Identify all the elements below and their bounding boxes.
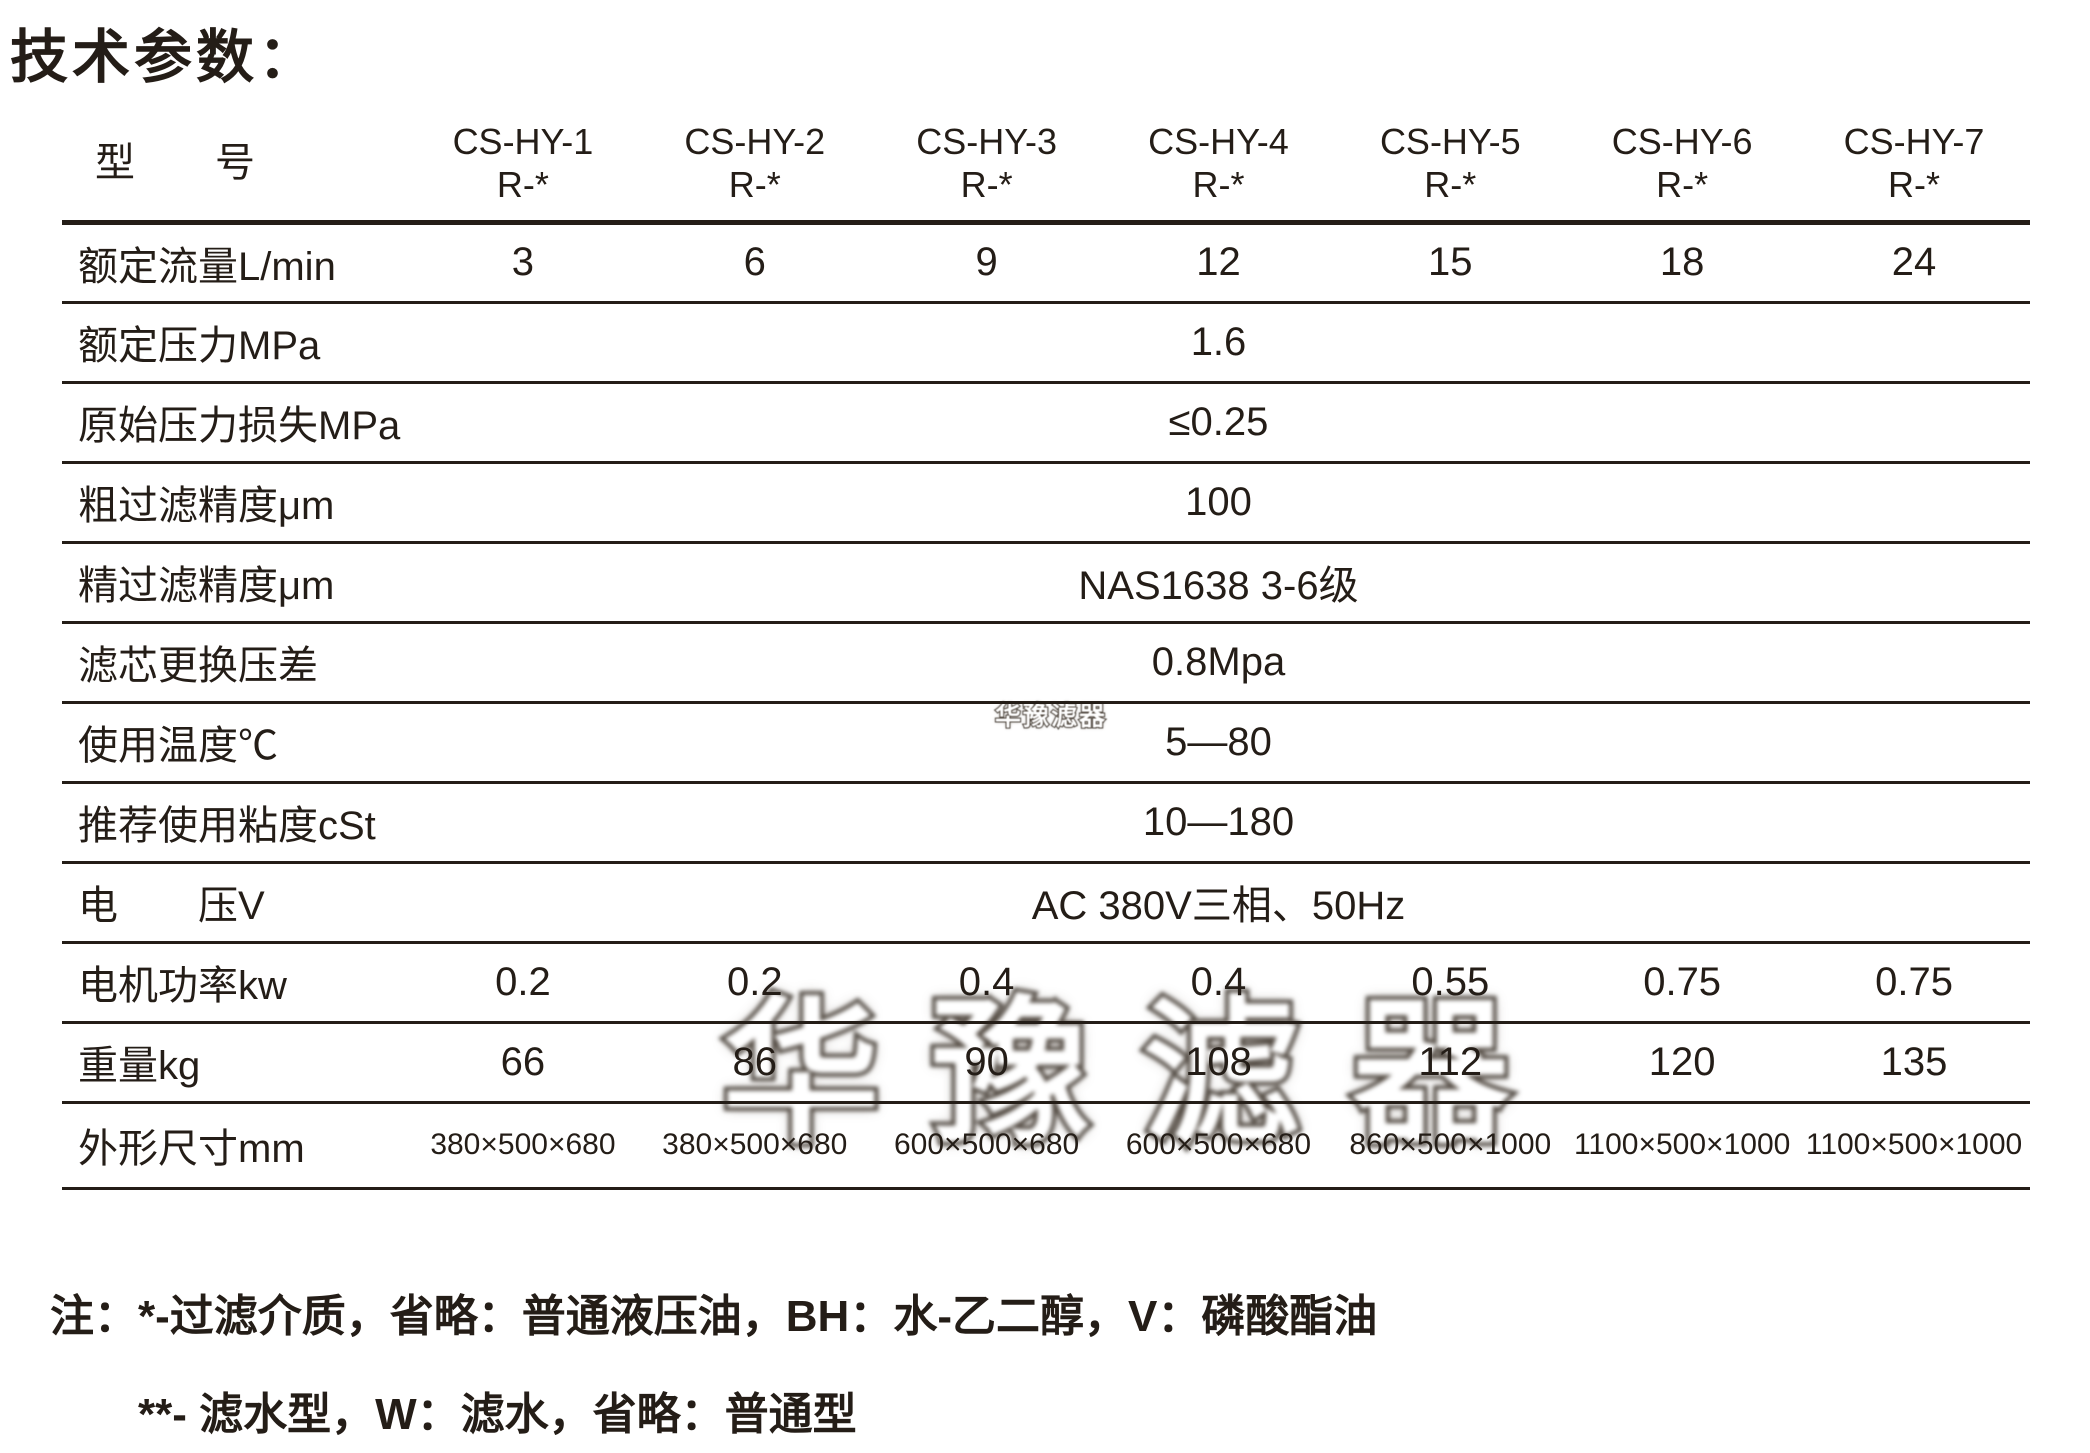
table-body: 额定流量L/min 3 6 9 12 15 18 24 额定压力MPa 1.6 原始压力损失MPa ≤… (62, 222, 2030, 1188)
model-name: CS-HY-3 (916, 120, 1057, 162)
cell-r10-c7: 0.75 (1875, 959, 1953, 1004)
cell-r10-c4: 0.4 (1190, 959, 1247, 1004)
row-label: 额定流量L/min (78, 244, 336, 289)
model-name: CS-HY-4 (1148, 120, 1289, 162)
model-suffix: R-* (1424, 163, 1477, 205)
cell-r1-c1: 3 (511, 240, 535, 284)
table-header-row: 型 号 CS-HY-1 R-* CS-HY-2 R-* CS-HY-3 R-* CS-HY-… (62, 112, 2030, 222)
column-header-model: 型 号 (95, 140, 255, 185)
cell-r11-c5: 112 (1418, 1039, 1483, 1084)
cell-r10-c6: 0.75 (1643, 959, 1722, 1004)
row-label: 电 压V (78, 884, 265, 928)
cell-r10-c3: 0.4 (958, 959, 1015, 1004)
table-row-2: 额定压力MPa 1.6 (62, 302, 2030, 382)
cell-r1-c7: 24 (1891, 240, 1937, 284)
cell-r11-c3: 90 (964, 1039, 1009, 1084)
row-label: 滤芯更换压差 (78, 644, 318, 688)
row-label: 推荐使用粘度cSt (78, 804, 376, 848)
column-header-4: CS-HY-4 R-* (1103, 112, 1335, 222)
row-label: 额定压力MPa (78, 324, 321, 368)
cell-r1-c3: 9 (975, 240, 998, 284)
table-row-12: 外形尺寸mm 380×500×680 380×500×680 600×500×680 6… (62, 1102, 2030, 1188)
table-row-10: 电机功率kw 0.2 0.2 0.4 0.4 0.55 0.75 0.75 (62, 942, 2030, 1022)
model-suffix: R-* (728, 163, 781, 205)
cell-r11-c7: 135 (1880, 1039, 1948, 1084)
cell-r12-c5: 860×500×1000 (1349, 1128, 1552, 1161)
cell-r12-c3: 600×500×680 (894, 1128, 1080, 1161)
cell-r12-c1: 380×500×680 (430, 1128, 616, 1161)
cell-r12-c6: 1100×500×1000 (1573, 1128, 1791, 1161)
cell-span-r3: ≤0.25 (1168, 399, 1269, 444)
table-row-9: 电 压V AC 380V三相、50Hz (62, 862, 2030, 942)
row-label: 重量kg (78, 1044, 201, 1088)
model-name: CS-HY-2 (684, 120, 826, 162)
row-label: 外形尺寸mm (78, 1127, 305, 1171)
page-title: 技术参数： (10, 25, 321, 90)
cell-r11-c1: 66 (500, 1039, 546, 1084)
model-suffix: R-* (1192, 163, 1245, 205)
cell-span-r9: AC 380V三相、50Hz (1031, 884, 1406, 928)
model-name: CS-HY-1 (452, 120, 594, 162)
cell-r1-c2: 6 (743, 240, 766, 284)
row-label: 精过滤精度μm (78, 564, 335, 608)
table-row-3: 原始压力损失MPa ≤0.25 (62, 382, 2030, 462)
model-suffix: R-* (960, 163, 1013, 205)
row-label: 粗过滤精度μm (78, 484, 335, 528)
column-header-6: CS-HY-6 R-* (1566, 112, 1798, 222)
cell-r1-c5: 15 (1428, 240, 1473, 284)
column-header-3: CS-HY-3 R-* (871, 112, 1103, 222)
cell-span-r6: 0.8Mpa (1151, 639, 1286, 684)
table-row-11: 重量kg 66 86 90 108 112 120 135 (62, 1022, 2030, 1102)
cell-span-r7: 5—80 (1165, 719, 1272, 764)
model-suffix: R-* (496, 163, 549, 205)
table-row-1: 额定流量L/min 3 6 9 12 15 18 24 (62, 222, 2030, 302)
table-row-5: 精过滤精度μm NAS1638 3-6级 (62, 542, 2030, 622)
cell-r12-c4: 600×500×680 (1125, 1128, 1312, 1161)
table-row-8: 推荐使用粘度cSt 10—180 (62, 782, 2030, 862)
column-header-7: CS-HY-7 R-* (1798, 112, 2030, 222)
cell-r11-c2: 86 (732, 1039, 778, 1084)
cell-r10-c1: 0.2 (495, 959, 551, 1004)
row-label: 使用温度℃ (78, 724, 278, 768)
cell-r1-c6: 18 (1659, 240, 1705, 284)
table-row-4: 粗过滤精度μm 100 (62, 462, 2030, 542)
column-header-5: CS-HY-5 R-* (1334, 112, 1566, 222)
model-name: CS-HY-5 (1379, 120, 1521, 162)
note-line-2: **- 滤水型，W：滤水，省略：普通型 (138, 1390, 857, 1439)
row-label: 原始压力损失MPa (78, 404, 401, 448)
cell-span-r5: NAS1638 3-6级 (1078, 564, 1359, 608)
cell-r12-c2: 380×500×680 (662, 1128, 848, 1161)
model-name: CS-HY-6 (1611, 120, 1753, 162)
table-row-6: 滤芯更换压差 0.8Mpa (62, 622, 2030, 702)
cell-span-r4: 100 (1185, 479, 1252, 524)
note-line-1: 注：*-过滤介质，省略：普通液压油，BH：水-乙二醇，V：磷酸酯油 (50, 1292, 1378, 1341)
cell-r12-c7: 1100×500×1000 (1805, 1128, 2023, 1161)
table-row-7: 使用温度℃ 5—80 (62, 702, 2030, 782)
cell-r11-c4: 108 (1185, 1039, 1252, 1084)
model-name: CS-HY-7 (1843, 120, 1985, 162)
cell-span-r2: 1.6 (1190, 319, 1247, 364)
watermark-large: 华豫滤器 (718, 986, 1562, 1162)
model-suffix: R-* (1888, 163, 1941, 205)
cell-r11-c6: 120 (1648, 1039, 1716, 1084)
column-header-2: CS-HY-2 R-* (639, 112, 871, 222)
cell-r10-c5: 0.55 (1411, 959, 1490, 1004)
spec-table: 型 号 CS-HY-1 R-* CS-HY-2 R-* CS-HY-3 R-* CS-HY-… (62, 112, 2030, 1190)
cell-r10-c2: 0.2 (726, 959, 783, 1004)
cell-span-r8: 10—180 (1142, 799, 1295, 844)
notes: 注：*-过滤介质，省略：普通液压油，BH：水-乙二醇，V：磷酸酯油 **- 滤水… (50, 1280, 1377, 1442)
row-label: 电机功率kw (78, 964, 287, 1008)
cell-r1-c4: 12 (1196, 240, 1241, 284)
model-suffix: R-* (1656, 163, 1709, 205)
watermark-small: 华豫滤器 (994, 701, 1108, 731)
column-header-1: CS-HY-1 R-* (407, 112, 639, 222)
